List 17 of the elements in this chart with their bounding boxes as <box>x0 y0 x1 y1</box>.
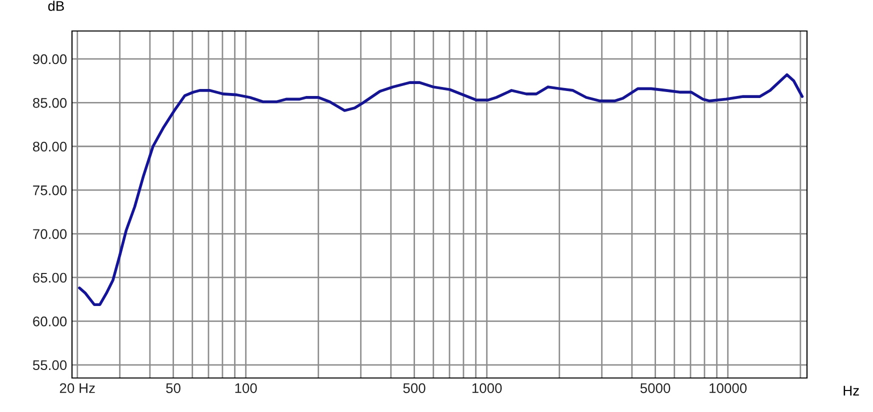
y-tick-label: 90.00 <box>33 54 67 64</box>
y-tick-label: 80.00 <box>32 142 67 152</box>
x-tick-label: 100 <box>235 383 257 394</box>
y-tick-label: 70.00 <box>33 229 67 239</box>
y-tick-label: 65.00 <box>33 272 67 283</box>
y-tick-label: 55.00 <box>32 360 67 370</box>
x-tick-label: 50 <box>166 383 180 394</box>
x-tick-label: 500 <box>403 383 426 394</box>
x-tick-label: 20 Hz <box>60 383 95 394</box>
x-tick-label: 10000 <box>710 383 747 394</box>
y-tick-label: 60.00 <box>33 316 67 326</box>
x-axis-title: Hz <box>844 386 859 396</box>
y-axis-title: dB <box>48 0 64 11</box>
x-tick-label: 1000 <box>472 383 502 394</box>
y-tick-label: 85.00 <box>32 98 67 108</box>
x-tick-label: 5000 <box>640 383 670 394</box>
y-tick-label: 75.00 <box>33 185 67 196</box>
